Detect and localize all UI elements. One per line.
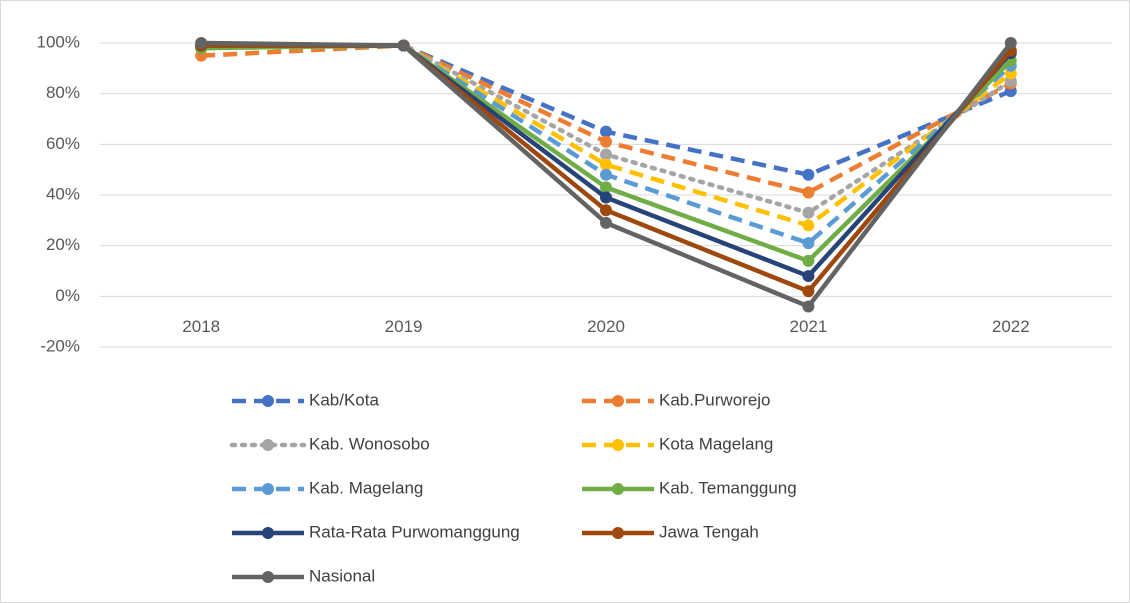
legend-marker — [262, 527, 274, 539]
data-point — [802, 300, 815, 313]
legend-marker — [612, 395, 624, 407]
data-point — [600, 191, 612, 204]
y-tick-label: 60% — [46, 134, 80, 153]
data-point — [600, 158, 612, 171]
data-point — [802, 285, 815, 298]
y-tick-label: 40% — [46, 184, 80, 203]
x-tick-label: 2021 — [789, 317, 827, 336]
y-tick-label: 0% — [55, 286, 80, 305]
data-point — [802, 254, 815, 267]
y-tick-label: 80% — [46, 83, 80, 102]
data-point — [600, 204, 612, 217]
data-point — [600, 216, 612, 229]
legend-marker — [612, 527, 624, 539]
plot — [195, 37, 1017, 313]
legend-label: Kab. Magelang — [309, 478, 423, 497]
data-point — [802, 219, 815, 232]
legend-label: Nasional — [309, 566, 375, 585]
data-point — [397, 39, 410, 52]
legend-marker — [612, 439, 624, 451]
data-point — [600, 125, 612, 138]
data-point — [802, 206, 815, 219]
legend-marker — [612, 483, 624, 495]
legend-label: Kab. Wonosobo — [309, 434, 430, 453]
legend-marker — [262, 483, 274, 495]
legend: Kab/Kota Kab.Purworejo Kab. Wonosobo Kota M… — [229, 390, 797, 585]
x-tick-label: 2022 — [992, 317, 1030, 336]
x-tick-label: 2019 — [385, 317, 423, 336]
data-point — [600, 148, 612, 161]
legend-marker — [262, 571, 274, 583]
data-point — [1004, 37, 1017, 49]
legend-marker — [262, 395, 274, 407]
data-point — [195, 37, 208, 49]
data-point — [600, 181, 612, 194]
x-tick-label: 2018 — [182, 317, 220, 336]
legend-label: Kota Magelang — [659, 434, 773, 453]
data-point — [802, 237, 815, 250]
data-point — [802, 270, 815, 283]
y-tick-label: -20% — [40, 336, 80, 355]
legend-label: Jawa Tengah — [659, 522, 759, 541]
x-tick-label: 2020 — [587, 317, 625, 336]
legend-label: Kab.Purworejo — [659, 390, 771, 409]
data-point — [600, 135, 612, 148]
data-point — [600, 168, 612, 181]
y-tick-label: 20% — [46, 235, 80, 254]
legend-label: Kab. Temanggung — [659, 478, 797, 497]
data-point — [802, 186, 815, 199]
y-tick-label: 100% — [37, 32, 80, 51]
legend-label: Kab/Kota — [309, 390, 379, 409]
legend-label: Rata-Rata Purwomanggung — [309, 522, 520, 541]
legend-marker — [262, 439, 274, 451]
data-point — [802, 168, 815, 181]
